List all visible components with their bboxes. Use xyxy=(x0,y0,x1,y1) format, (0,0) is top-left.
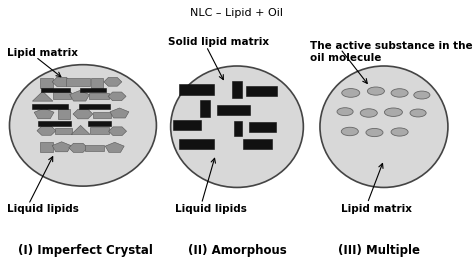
Text: (III) Multiple: (III) Multiple xyxy=(338,244,420,257)
Bar xyxy=(90,127,109,134)
Ellipse shape xyxy=(341,127,358,136)
Text: Solid lipid matrix: Solid lipid matrix xyxy=(168,37,269,47)
Bar xyxy=(234,121,242,136)
Bar xyxy=(58,109,70,119)
Bar xyxy=(217,105,250,115)
Bar xyxy=(179,84,214,95)
Ellipse shape xyxy=(391,89,408,97)
Bar xyxy=(232,81,242,98)
Polygon shape xyxy=(69,143,88,152)
Ellipse shape xyxy=(414,91,430,99)
Polygon shape xyxy=(104,78,122,86)
Bar xyxy=(246,86,277,96)
Ellipse shape xyxy=(337,108,353,116)
Polygon shape xyxy=(105,142,124,152)
Ellipse shape xyxy=(360,109,377,117)
Bar xyxy=(32,104,67,109)
Bar xyxy=(88,121,111,125)
Polygon shape xyxy=(70,91,90,101)
Text: (I) Imperfect Crystal: (I) Imperfect Crystal xyxy=(18,244,153,257)
Ellipse shape xyxy=(171,66,303,187)
Bar xyxy=(53,92,71,99)
Ellipse shape xyxy=(320,66,448,187)
Polygon shape xyxy=(52,142,71,152)
Polygon shape xyxy=(32,91,53,101)
Bar xyxy=(200,100,210,117)
Bar xyxy=(66,78,90,86)
Text: Lipid matrix: Lipid matrix xyxy=(7,48,78,58)
Polygon shape xyxy=(110,108,129,118)
Bar xyxy=(179,139,214,149)
Text: NLC – Lipid + Oil: NLC – Lipid + Oil xyxy=(191,8,283,18)
Bar xyxy=(38,121,71,125)
Polygon shape xyxy=(73,109,93,119)
Polygon shape xyxy=(108,92,126,101)
Bar xyxy=(249,122,276,132)
Ellipse shape xyxy=(9,65,156,186)
Ellipse shape xyxy=(342,89,360,97)
Bar xyxy=(40,78,53,88)
Bar xyxy=(41,88,70,92)
Ellipse shape xyxy=(384,108,402,116)
Polygon shape xyxy=(71,125,90,134)
Text: The active substance in the
oil molecule: The active substance in the oil molecule xyxy=(310,41,473,63)
Ellipse shape xyxy=(367,87,384,95)
Ellipse shape xyxy=(391,128,408,136)
Bar xyxy=(80,104,110,109)
Ellipse shape xyxy=(410,109,426,117)
Bar xyxy=(80,88,106,92)
Bar xyxy=(93,112,111,118)
Polygon shape xyxy=(109,127,127,135)
Bar xyxy=(85,144,104,151)
Bar xyxy=(55,128,72,134)
Text: Liquid lipids: Liquid lipids xyxy=(7,204,79,214)
Polygon shape xyxy=(52,77,71,86)
Bar xyxy=(243,139,272,149)
Polygon shape xyxy=(37,126,56,135)
Bar xyxy=(40,142,53,152)
Bar xyxy=(89,93,109,99)
Polygon shape xyxy=(34,108,54,119)
Bar xyxy=(173,120,201,130)
Text: Lipid matrix: Lipid matrix xyxy=(341,204,412,214)
Bar xyxy=(91,78,103,88)
Text: Liquid lipids: Liquid lipids xyxy=(175,204,247,214)
Text: (II) Amorphous: (II) Amorphous xyxy=(188,244,286,257)
Ellipse shape xyxy=(366,128,383,137)
